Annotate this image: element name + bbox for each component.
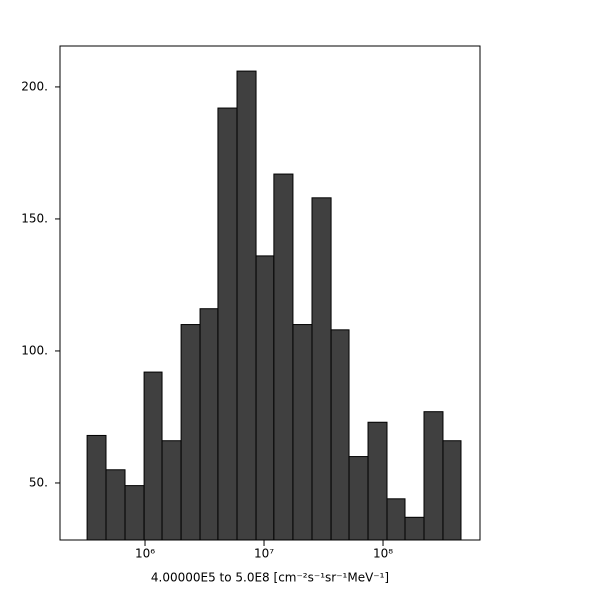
y-tick-label: 200.	[21, 79, 48, 93]
bar	[386, 498, 406, 541]
bar	[124, 485, 145, 541]
y-tick-label: 150.	[21, 211, 48, 225]
plot-frame	[59, 45, 481, 541]
bar	[199, 308, 219, 541]
bar	[161, 440, 182, 541]
bar	[423, 411, 444, 541]
y-tick-label: 100.	[21, 343, 48, 357]
x-tick-label: 10⁶	[135, 547, 155, 561]
x-tick-label: 10⁷	[254, 547, 274, 561]
bar	[105, 469, 126, 541]
bar	[292, 324, 313, 541]
bar	[86, 434, 107, 541]
bar	[330, 329, 350, 541]
bar	[273, 173, 294, 541]
bar	[404, 516, 425, 541]
x-axis-label: 4.00000E5 to 5.0E8 [cm⁻²s⁻¹sr⁻¹MeV⁻¹]	[151, 571, 389, 585]
bar	[143, 371, 163, 541]
bar	[367, 421, 388, 541]
bar	[442, 440, 462, 541]
bar	[255, 255, 275, 541]
x-tick-label: 10⁸	[373, 547, 393, 561]
bar	[217, 107, 238, 541]
bar	[180, 324, 201, 541]
bar	[236, 70, 257, 541]
bar	[311, 197, 332, 541]
bar	[348, 456, 369, 541]
y-tick-label: 50.	[29, 475, 48, 489]
